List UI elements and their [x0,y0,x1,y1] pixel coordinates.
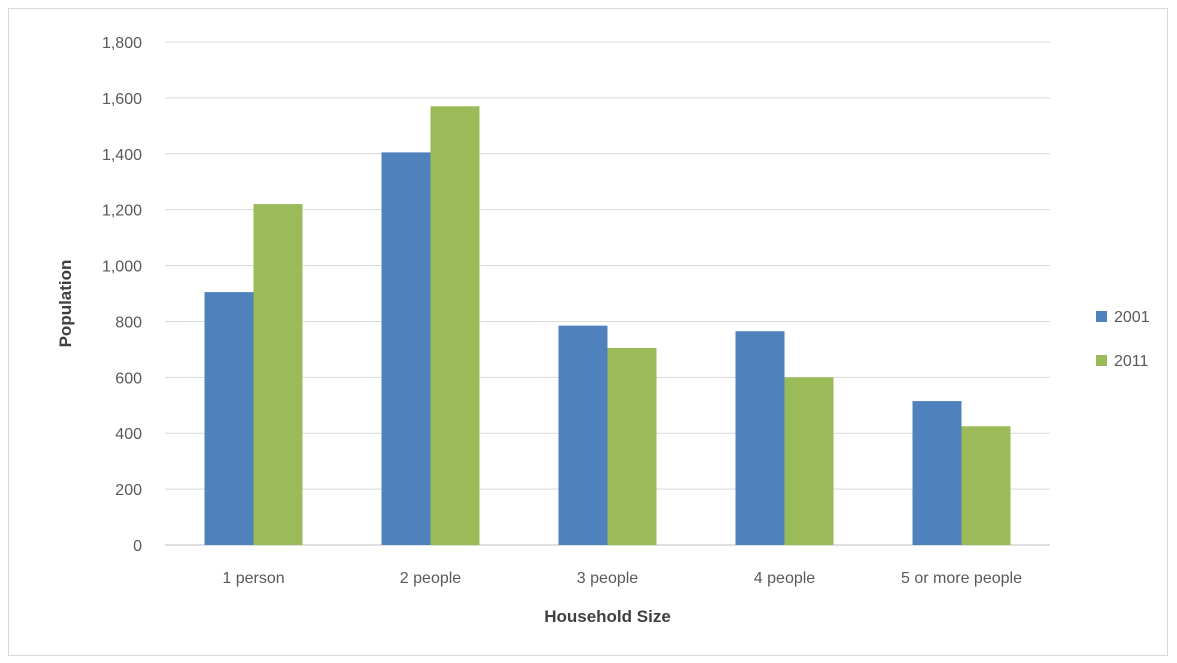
x-axis-ticks: 1 person 2 people 3 people 4 people 5 or mor… [222,570,1022,587]
y-axis-ticks: 0 200 400 600 800 1,000 1,200 1,400 1,600 1,800 [102,35,142,555]
x-tick-label: 4 people [754,570,815,587]
bar-2001-1 [381,152,431,545]
y-tick-label: 800 [115,314,142,331]
bar-2001-4 [912,401,962,545]
bar-2001-2 [558,325,608,545]
y-tick-label: 200 [115,482,142,499]
y-tick-label: 1,400 [102,147,142,164]
x-axis-title: Household Size [544,607,671,626]
bar-2001-3 [735,331,785,545]
y-axis-title: Population [56,260,75,348]
bar-2011-0 [253,204,303,546]
y-tick-label: 1,000 [102,259,142,276]
bars [204,106,1011,546]
y-tick-label: 1,800 [102,35,142,52]
bar-2011-3 [784,377,834,545]
y-tick-label: 0 [133,538,142,555]
bar-2011-4 [961,426,1011,545]
x-tick-label: 2 people [400,570,461,587]
bar-2011-1 [430,106,480,546]
y-tick-label: 400 [115,426,142,443]
legend-label-2001: 2001 [1114,309,1150,326]
y-tick-label: 1,200 [102,203,142,220]
y-tick-label: 1,600 [102,91,142,108]
legend-swatch-2001 [1096,311,1107,322]
legend: 2001 2011 [1096,309,1150,370]
gridlines [165,41,1050,490]
legend-swatch-2011 [1096,355,1107,366]
legend-label-2011: 2011 [1114,353,1149,370]
x-tick-label: 1 person [222,570,284,587]
bar-2011-2 [607,347,657,545]
bar-2001-0 [204,292,254,545]
x-tick-label: 3 people [577,570,638,587]
x-tick-label: 5 or more people [901,570,1022,587]
y-tick-label: 600 [115,370,142,387]
